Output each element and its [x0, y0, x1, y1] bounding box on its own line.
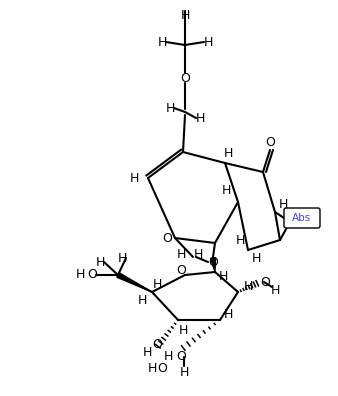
Text: O: O [176, 263, 186, 276]
Text: H: H [223, 147, 233, 160]
Text: H: H [75, 268, 85, 282]
Text: O: O [180, 72, 190, 84]
Text: H: H [152, 278, 162, 291]
FancyBboxPatch shape [284, 208, 320, 228]
Text: H: H [117, 251, 127, 265]
Text: H: H [243, 280, 253, 293]
Text: O: O [260, 276, 270, 289]
Text: H: H [223, 308, 233, 322]
Text: H: H [270, 284, 280, 297]
Text: O: O [152, 339, 162, 352]
Text: H: H [179, 366, 189, 379]
Text: H: H [176, 248, 186, 261]
Text: H: H [180, 8, 190, 21]
Polygon shape [211, 258, 215, 272]
Text: H: H [147, 362, 157, 375]
Text: H: H [218, 270, 228, 284]
Text: H: H [157, 36, 167, 48]
Text: H: H [163, 350, 173, 364]
Text: H: H [195, 112, 205, 124]
Polygon shape [117, 273, 152, 292]
Text: H: H [95, 255, 105, 268]
Text: H: H [221, 183, 231, 196]
Text: H: H [251, 251, 261, 265]
Text: O: O [87, 268, 97, 282]
Text: H: H [137, 293, 147, 307]
Text: H: H [178, 324, 188, 337]
Text: H: H [165, 101, 175, 114]
Text: H: H [193, 248, 203, 261]
Text: H: H [278, 198, 288, 211]
Text: H: H [235, 234, 245, 246]
Text: O: O [265, 135, 275, 148]
Text: Abs: Abs [292, 213, 312, 223]
Text: H: H [142, 346, 152, 360]
Text: O: O [208, 255, 218, 268]
Text: O: O [162, 232, 172, 244]
Text: O: O [157, 362, 167, 375]
Text: O: O [176, 350, 186, 364]
Text: H: H [203, 36, 213, 48]
Text: H: H [129, 171, 139, 185]
